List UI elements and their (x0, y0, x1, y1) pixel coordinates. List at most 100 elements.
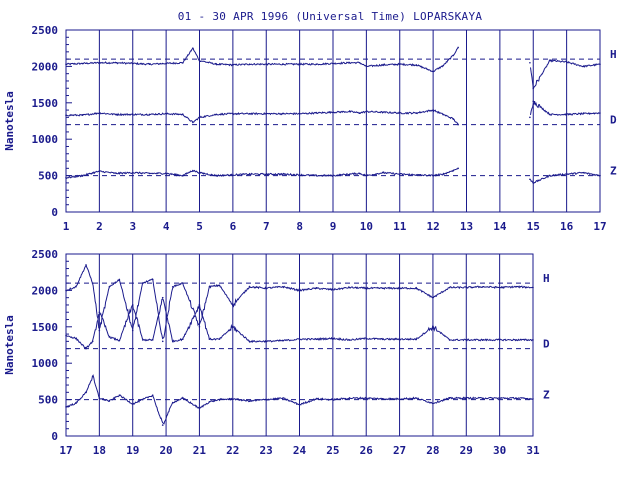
y-tick-label: 1500 (32, 97, 59, 110)
data-point-z (398, 173, 401, 175)
data-point-d (65, 114, 67, 116)
data-point-h (192, 47, 194, 49)
x-tick-label: 26 (360, 444, 374, 457)
data-point-z (248, 173, 251, 175)
data-point-h (75, 285, 77, 288)
data-point-h (398, 287, 401, 290)
data-point-h (332, 62, 334, 65)
data-point-h (332, 288, 334, 291)
data-point-d (215, 113, 217, 116)
data-point-h (532, 87, 535, 90)
data-point-z (215, 174, 217, 177)
data-point-h (448, 286, 451, 289)
data-point-h (131, 62, 134, 65)
data-point-h (231, 304, 234, 306)
data-point-h (415, 287, 418, 290)
series-line-d (65, 108, 459, 125)
data-point-h (498, 286, 501, 289)
x-tick-label: 7 (263, 220, 270, 233)
data-point-z (442, 173, 444, 175)
data-point-z (332, 174, 334, 177)
data-point-h (198, 59, 201, 62)
data-point-z (315, 398, 317, 400)
data-point-d (315, 112, 318, 114)
data-point-h (282, 285, 284, 288)
data-point-h (282, 63, 284, 66)
data-point-h (549, 59, 551, 62)
data-point-h (482, 285, 484, 288)
data-point-h (118, 278, 121, 281)
data-point-z (448, 397, 451, 399)
x-tick-label: 21 (193, 444, 207, 457)
data-point-z (161, 424, 164, 426)
data-point-d (115, 113, 117, 116)
data-point-h (248, 63, 251, 66)
x-tick-label: 6 (230, 220, 237, 233)
x-tick-label: 16 (560, 220, 574, 233)
data-point-z (248, 400, 251, 402)
x-tick-label: 29 (460, 444, 473, 457)
data-point-d (91, 340, 94, 343)
data-point-z (415, 174, 418, 176)
x-tick-label: 27 (393, 444, 406, 457)
data-point-d (298, 112, 301, 115)
data-point-h (599, 63, 601, 66)
x-tick-label: 18 (93, 444, 106, 457)
data-point-h (265, 63, 268, 66)
data-point-z (365, 174, 368, 177)
y-tick-label: 1000 (32, 357, 59, 370)
data-point-h (465, 286, 468, 289)
data-point-z (182, 174, 184, 177)
data-point-z (118, 394, 121, 397)
data-point-d (315, 338, 317, 340)
data-point-h (108, 285, 111, 288)
x-tick-label: 8 (296, 220, 303, 233)
x-tick-label: 20 (159, 444, 172, 457)
data-point-h (442, 64, 444, 67)
data-point-d (265, 112, 268, 115)
data-point-d (81, 114, 84, 116)
data-point-h (85, 264, 87, 266)
data-point-h (529, 61, 531, 64)
chart-title: 01 - 30 APR 1996 (Universal Time) LOPARS… (178, 10, 483, 23)
data-point-d (131, 113, 134, 116)
data-point-d (365, 337, 368, 340)
data-point-z (382, 171, 384, 174)
data-point-h (161, 340, 164, 343)
data-point-h (532, 286, 534, 289)
data-point-d (248, 112, 251, 115)
data-point-z (599, 174, 601, 177)
data-point-z (65, 176, 67, 179)
data-point-d (382, 338, 384, 340)
data-point-d (358, 112, 361, 114)
x-tick-label: 12 (427, 220, 440, 233)
data-point-h (382, 287, 384, 290)
data-point-z (208, 400, 211, 403)
x-tick-label: 4 (163, 220, 170, 233)
data-point-z (181, 397, 184, 399)
data-point-d (108, 336, 111, 338)
data-point-h (248, 285, 251, 288)
data-point-h (358, 61, 361, 64)
data-point-d (161, 296, 164, 299)
x-tick-label: 19 (126, 444, 139, 457)
data-point-h (298, 289, 301, 292)
data-point-z (218, 398, 221, 401)
data-point-d (532, 339, 534, 341)
data-point-z (532, 398, 534, 400)
data-point-z (282, 397, 284, 399)
data-point-d (141, 339, 144, 341)
x-tick-label: 31 (526, 444, 540, 457)
x-tick-label: 2 (96, 220, 103, 233)
data-point-z (549, 174, 551, 177)
data-point-h (65, 63, 67, 66)
y-tick-label: 500 (38, 170, 58, 183)
data-point-d (332, 337, 334, 340)
data-point-z (452, 169, 454, 172)
data-point-h (208, 285, 211, 288)
data-point-h (432, 296, 434, 299)
y-axis-label: Nanotesla (3, 315, 16, 375)
data-point-z (75, 402, 77, 405)
data-point-h (457, 46, 459, 49)
